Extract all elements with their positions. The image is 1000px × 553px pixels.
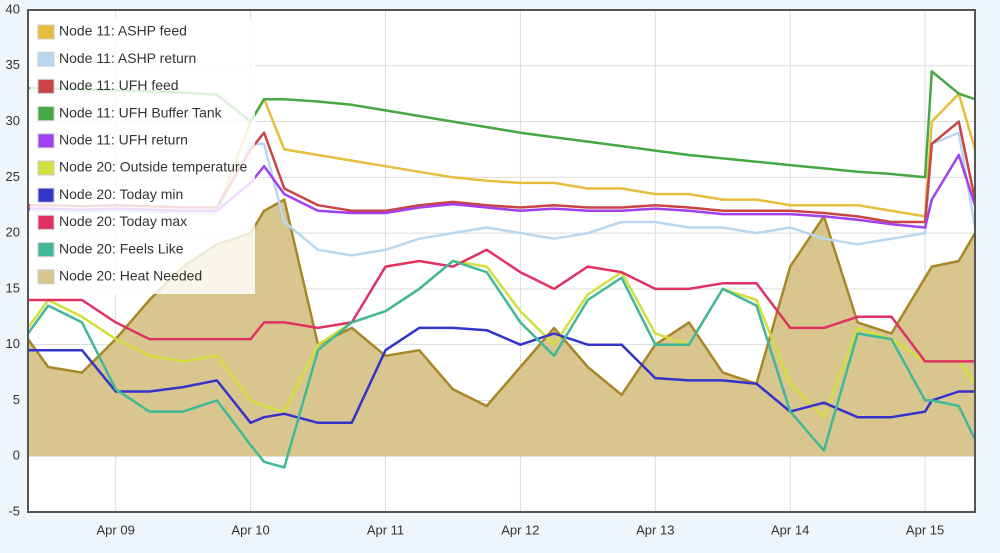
legend-swatch xyxy=(37,51,55,67)
x-tick-label: Apr 13 xyxy=(636,522,674,537)
legend-label: Node 20: Today min xyxy=(59,186,183,202)
x-tick-label: Apr 09 xyxy=(97,522,135,537)
legend-swatch xyxy=(37,106,55,122)
plot-frame xyxy=(27,9,976,513)
legend-swatch xyxy=(37,214,55,230)
legend-swatch xyxy=(37,78,55,94)
y-tick-label: 5 xyxy=(13,392,20,407)
x-tick-label: Apr 11 xyxy=(367,522,404,537)
y-tick-label: 40 xyxy=(6,1,20,16)
y-tick-label: 15 xyxy=(6,280,20,295)
series-line xyxy=(26,259,977,469)
legend-swatch xyxy=(37,269,55,285)
x-tick-label: Apr 15 xyxy=(906,522,944,537)
y-tick-label: -5 xyxy=(8,503,20,518)
y-tick-label: 30 xyxy=(6,113,20,128)
legend-label: Node 11: ASHP feed xyxy=(59,23,187,39)
legend-label: Node 20: Heat Needed xyxy=(59,268,202,284)
x-tick-label: Apr 10 xyxy=(231,522,269,537)
legend-label: Node 20: Today max xyxy=(59,213,187,229)
legend-swatch xyxy=(37,24,55,40)
y-tick-label: 0 xyxy=(13,448,20,463)
y-tick-label: 20 xyxy=(6,225,20,240)
series-line xyxy=(28,326,975,425)
legend-label: Node 20: Feels Like xyxy=(59,240,184,256)
y-tick-label: 10 xyxy=(6,336,20,351)
series-line xyxy=(28,248,975,363)
x-tick-label: Apr 12 xyxy=(501,522,539,537)
legend-swatch xyxy=(37,242,55,258)
legend-swatch xyxy=(37,187,55,203)
area-fill xyxy=(28,199,975,457)
y-tick-label: 25 xyxy=(6,169,20,184)
axes: -5 0 5 10 15 20 25 30 35 40 Apr 09 Apr 10 Apr 11 Apr … xyxy=(6,1,945,537)
legend-label: Node 11: UFH return xyxy=(59,132,188,148)
legend-box xyxy=(30,18,255,294)
legend-label: Node 11: UFH Buffer Tank xyxy=(59,104,223,120)
x-tick-label: Apr 14 xyxy=(771,522,809,537)
legend-label: Node 11: ASHP return xyxy=(59,50,196,66)
y-tick-label: 35 xyxy=(6,57,20,72)
legend-swatch xyxy=(37,133,55,149)
legend-label: Node 20: Outside temperature xyxy=(59,159,248,175)
series-line xyxy=(26,259,977,419)
legend-label: Node 11: UFH feed xyxy=(59,77,179,93)
legend: Node 11: ASHP feed Node 11: ASHP return No… xyxy=(30,18,255,294)
legend-swatch xyxy=(37,160,55,176)
